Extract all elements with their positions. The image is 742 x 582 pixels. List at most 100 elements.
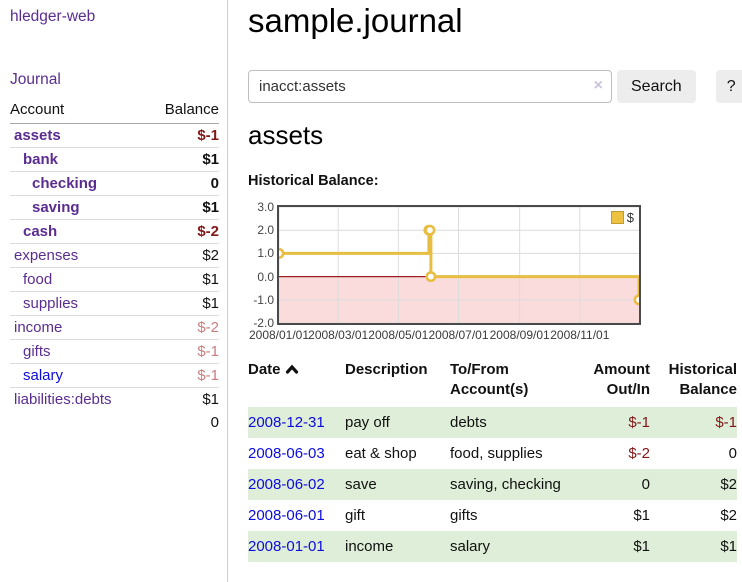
- page-title: sample.journal: [248, 2, 463, 39]
- register-row: 2008-06-01 gift gifts $1 $2: [248, 500, 737, 531]
- account-row: bank $1: [10, 147, 219, 172]
- historical-balance-chart: 3.0 2.0 1.0 0.0 -1.0 -2.0 $ 2008/01/01 2008/03…: [248, 199, 737, 347]
- sidebar-account-link[interactable]: bank: [23, 151, 59, 168]
- date-cell: 2008-01-01: [248, 531, 345, 562]
- sidebar: hledger-web Journal Account Balance asse…: [0, 0, 228, 582]
- transaction-amount: $-1: [562, 407, 650, 438]
- sidebar-account-link[interactable]: saving: [32, 199, 80, 216]
- transaction-accounts: food, supplies: [450, 445, 543, 462]
- accounts-total-value: 0: [210, 414, 219, 431]
- y-axis-tick-label: 3.0: [257, 200, 274, 214]
- x-axis-tick-label: 2008/05/01: [368, 328, 429, 342]
- transaction-accounts: saving, checking: [450, 469, 562, 500]
- transaction-accounts: salary: [450, 531, 562, 562]
- app-brand-link[interactable]: hledger-web: [10, 8, 96, 25]
- transaction-accounts: gifts: [450, 507, 478, 524]
- column-header-accounts: To/From Account(s): [450, 361, 529, 398]
- register-row: 2008-06-03 eat & shop food, supplies $-2 0: [248, 438, 737, 469]
- account-balance: $2: [146, 243, 219, 268]
- date-cell: 2008-12-31: [248, 407, 345, 438]
- transaction-description: pay off: [345, 407, 450, 438]
- date-cell: 2008-06-02: [248, 469, 345, 500]
- total-spacer: [10, 411, 146, 434]
- column-header-amount: Amount Out/In: [593, 361, 650, 398]
- transaction-accounts: debts: [450, 407, 562, 438]
- chart-canvas: [279, 207, 639, 323]
- account-balance: $1: [146, 147, 219, 172]
- transaction-amount: $-2: [628, 445, 650, 462]
- search-form: × Search ?: [248, 70, 742, 103]
- account-row: salary $-1: [10, 363, 219, 388]
- search-input[interactable]: [248, 70, 612, 103]
- date-header-label: Date: [248, 361, 281, 378]
- account-balance: $1: [146, 291, 219, 316]
- x-axis-tick-label: 2008/01/01: [248, 328, 310, 342]
- y-axis-tick-label: 0.0: [257, 269, 274, 284]
- sidebar-account-link[interactable]: expenses: [14, 247, 79, 264]
- running-balance: 0: [728, 445, 737, 462]
- account-row: income $-2: [10, 315, 219, 340]
- date-link[interactable]: 2008-06-01: [248, 507, 325, 524]
- transaction-description: eat & shop: [345, 445, 417, 462]
- date-link[interactable]: 2008-12-31: [248, 414, 325, 431]
- transaction-description: gift: [345, 507, 366, 524]
- account-balance: $-1: [197, 127, 219, 144]
- clear-search-icon[interactable]: ×: [593, 77, 603, 94]
- chart-plot-area: $: [277, 205, 641, 325]
- account-balance: $1: [146, 267, 219, 292]
- account-row: cash $-2: [10, 219, 219, 244]
- y-axis-tick-label: 2.0: [257, 223, 274, 238]
- sidebar-account-link[interactable]: checking: [32, 175, 98, 192]
- legend-label: $: [626, 210, 634, 225]
- sidebar-account-link[interactable]: supplies: [23, 295, 79, 312]
- y-axis-tick-label: -2.0: [253, 316, 274, 330]
- column-header-date[interactable]: Date: [248, 357, 345, 407]
- x-axis-tick-label: 2008/07/01: [428, 328, 489, 342]
- accounts-table-body: assets $-1 bank $1 checking 0 saving $1 cash $-2 e…: [10, 124, 219, 411]
- sidebar-account-link[interactable]: gifts: [23, 343, 51, 360]
- date-link[interactable]: 2008-06-02: [248, 476, 325, 493]
- running-balance: $2: [720, 507, 737, 524]
- y-axis-tick-label: 1.0: [257, 246, 274, 261]
- accounts-balance-table: Account Balance assets $-1 bank $1 checking 0…: [10, 98, 219, 434]
- sidebar-item-journal[interactable]: Journal: [10, 71, 61, 88]
- accounts-total-row: 0: [10, 411, 219, 434]
- account-balance: $-2: [146, 315, 219, 340]
- register-row: 2008-06-02 save saving, checking 0 $2: [248, 469, 737, 500]
- column-header-balance: Historical Balance: [668, 361, 737, 398]
- date-link[interactable]: 2008-01-01: [248, 538, 325, 555]
- running-balance: $1: [650, 531, 737, 562]
- account-balance: 0: [146, 171, 219, 196]
- accounts-column-header: Account: [10, 98, 147, 124]
- accounts-header-row: Account Balance: [10, 98, 219, 124]
- x-axis-tick-label: 2008/03/01: [308, 328, 369, 342]
- register-header-row: Date Description To/From Account(s) Amou…: [248, 357, 737, 407]
- search-button[interactable]: Search: [617, 70, 696, 103]
- account-balance: $-1: [146, 339, 219, 364]
- account-row: assets $-1: [10, 124, 219, 148]
- register-row: 2008-12-31 pay off debts $-1 $-1: [248, 407, 737, 438]
- running-balance: $-1: [650, 407, 737, 438]
- legend-swatch: [610, 211, 624, 224]
- date-cell: 2008-06-03: [248, 438, 345, 469]
- sidebar-account-link[interactable]: food: [23, 271, 53, 288]
- sidebar-account-link[interactable]: liabilities:debts: [14, 391, 112, 408]
- date-link[interactable]: 2008-06-03: [248, 445, 325, 462]
- register-row: 2008-01-01 income salary $1 $1: [248, 531, 737, 562]
- account-row: supplies $1: [10, 291, 219, 316]
- account-balance: $-2: [146, 219, 219, 244]
- account-row: checking 0: [10, 171, 219, 196]
- sidebar-account-link[interactable]: salary: [23, 367, 64, 384]
- transaction-description: income: [345, 531, 450, 562]
- sidebar-account-link[interactable]: cash: [23, 223, 58, 240]
- balance-column-header: Balance: [146, 98, 219, 124]
- account-row: expenses $2: [10, 243, 219, 268]
- x-axis-tick-label: 2008/09/01: [489, 328, 550, 342]
- register-table-body: 2008-12-31 pay off debts $-1 $-1 2008-06-03 ea…: [248, 407, 737, 562]
- help-button[interactable]: ?: [715, 70, 742, 103]
- account-row: liabilities:debts $1: [10, 387, 219, 411]
- account-row: gifts $-1: [10, 339, 219, 364]
- x-axis-tick-label: 2008/11/01: [550, 328, 610, 342]
- sidebar-account-link[interactable]: income: [14, 319, 63, 336]
- sidebar-account-link[interactable]: assets: [14, 127, 61, 144]
